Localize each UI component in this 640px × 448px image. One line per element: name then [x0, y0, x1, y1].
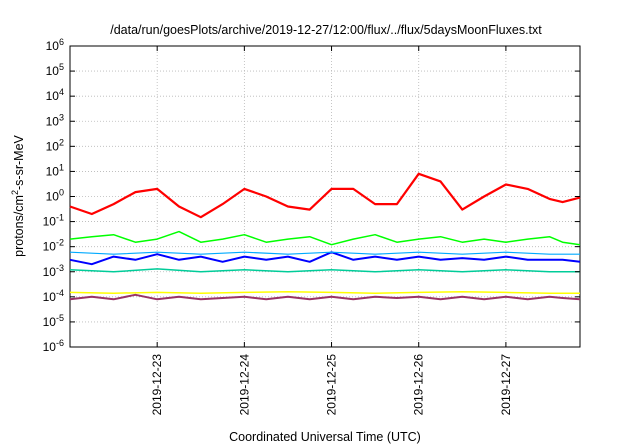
- y-tick-base: 10: [46, 164, 60, 178]
- y-axis-label: protons/cm2-s-sr-MeV: [10, 134, 26, 256]
- y-axis-label-sup: 2: [10, 190, 20, 195]
- y-tick-base: 10: [43, 240, 57, 254]
- x-tick-label: 2019-12-26: [412, 354, 426, 416]
- series-line-5: [69, 268, 580, 273]
- y-tick-label: 10-6: [43, 338, 64, 354]
- y-tick-label: 103: [46, 112, 64, 128]
- y-tick-base: 10: [46, 89, 60, 103]
- x-axis: 2019-12-23 2019-12-24 2019-12-25 2019-12-26…: [150, 46, 513, 415]
- y-tick-base: 10: [46, 39, 60, 53]
- x-tick-label: 2019-12-27: [499, 354, 513, 416]
- series-line-2: [69, 230, 581, 246]
- y-tick-base: 10: [43, 290, 57, 304]
- y-tick-exponent: 0: [59, 188, 64, 198]
- y-tick-exponent: 5: [59, 62, 64, 72]
- series-line-7: [69, 293, 581, 301]
- series-layer: [69, 172, 581, 301]
- y-tick-label: 10-4: [43, 288, 64, 304]
- y-tick-base: 10: [46, 114, 60, 128]
- y-tick-exponent: -1: [56, 213, 64, 223]
- series-line-1: [69, 172, 581, 219]
- y-tick-exponent: -5: [56, 313, 64, 323]
- y-tick-base: 10: [46, 139, 60, 153]
- x-tick-label: 2019-12-25: [325, 354, 339, 416]
- y-tick-label: 10-3: [43, 263, 64, 279]
- y-tick-base: 10: [43, 340, 57, 354]
- y-tick-exponent: 2: [59, 137, 64, 147]
- y-axis-label-base: protons/cm: [12, 195, 26, 257]
- y-tick-label: 104: [46, 87, 64, 103]
- y-tick-label: 105: [46, 62, 64, 78]
- y-tick-exponent: 6: [59, 37, 64, 47]
- y-tick-base: 10: [43, 265, 57, 279]
- y-tick-exponent: -3: [56, 263, 64, 273]
- y-tick-exponent: 3: [59, 112, 64, 122]
- y-tick-base: 10: [46, 64, 60, 78]
- y-axis: 10-610-510-410-310-210-11001011021031041…: [43, 37, 580, 354]
- y-tick-exponent: -4: [56, 288, 64, 298]
- series-line-4: [69, 251, 580, 255]
- x-tick-label: 2019-12-23: [150, 354, 164, 416]
- y-tick-base: 10: [46, 190, 60, 204]
- x-tick-label: 2019-12-24: [237, 354, 251, 416]
- y-axis-label-rest: -s-sr-MeV: [12, 134, 26, 190]
- series-line-6: [69, 290, 580, 294]
- y-tick-exponent: -6: [56, 338, 64, 348]
- y-tick-exponent: -2: [56, 238, 64, 248]
- y-tick-label: 10-5: [43, 313, 64, 329]
- y-tick-exponent: 4: [59, 87, 64, 97]
- y-tick-exponent: 1: [59, 162, 64, 172]
- y-tick-label: 100: [46, 188, 64, 204]
- y-tick-label: 106: [46, 37, 64, 53]
- y-tick-label: 10-1: [43, 213, 64, 229]
- x-axis-label: Coordinated Universal Time (UTC): [229, 430, 421, 444]
- y-tick-label: 10-2: [43, 238, 64, 254]
- y-tick-label: 101: [46, 162, 64, 178]
- y-tick-label: 102: [46, 137, 64, 153]
- y-tick-base: 10: [43, 315, 57, 329]
- chart-title: /data/run/goesPlots/archive/2019-12-27/1…: [110, 23, 542, 37]
- series-line-3: [69, 251, 581, 266]
- y-tick-base: 10: [43, 215, 57, 229]
